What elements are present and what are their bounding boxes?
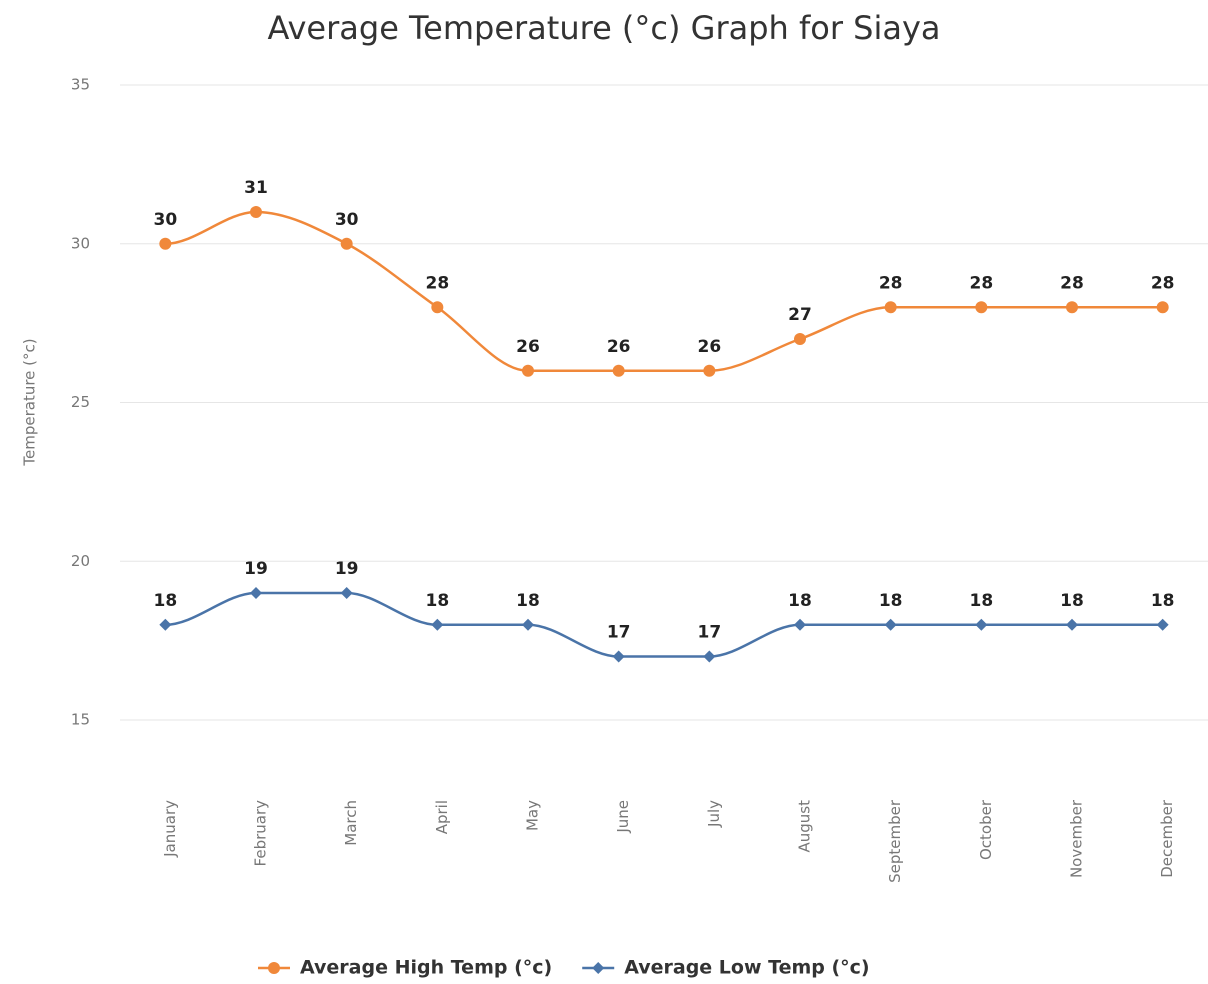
marker bbox=[1066, 618, 1078, 631]
x-tick-label: February bbox=[252, 800, 270, 867]
data-label: 18 bbox=[516, 591, 540, 611]
marker bbox=[340, 587, 353, 599]
marker bbox=[612, 650, 625, 663]
legend-label: Average High Temp (°c) bbox=[300, 957, 552, 979]
data-label: 19 bbox=[244, 559, 268, 579]
x-tick-label: January bbox=[161, 800, 179, 858]
data-label: 17 bbox=[607, 623, 631, 643]
data-label: 26 bbox=[697, 337, 721, 357]
marker bbox=[975, 618, 988, 631]
marker bbox=[250, 206, 262, 218]
data-label: 30 bbox=[335, 210, 359, 230]
data-label: 18 bbox=[788, 591, 812, 611]
marker bbox=[1156, 301, 1169, 314]
x-tick-label: July bbox=[705, 800, 723, 828]
data-label: 18 bbox=[879, 591, 903, 611]
data-label: 27 bbox=[788, 305, 812, 325]
data-label: 28 bbox=[1060, 273, 1084, 293]
marker bbox=[884, 618, 897, 631]
data-label: 26 bbox=[607, 337, 631, 357]
x-tick-label: September bbox=[886, 799, 904, 883]
series-line bbox=[165, 210, 1163, 373]
x-tick-label: May bbox=[524, 800, 542, 831]
x-tick-label: December bbox=[1158, 799, 1176, 878]
y-axis-title: Temperature (°c) bbox=[21, 338, 39, 466]
marker bbox=[250, 587, 262, 599]
data-label: 18 bbox=[1060, 591, 1084, 611]
x-tick-label: November bbox=[1068, 799, 1086, 878]
data-label: 28 bbox=[1151, 273, 1175, 293]
data-label: 26 bbox=[516, 337, 540, 357]
data-label: 30 bbox=[153, 210, 177, 230]
legend-marker bbox=[268, 962, 280, 974]
marker bbox=[884, 301, 897, 314]
marker bbox=[159, 618, 172, 631]
legend-label: Average Low Temp (°c) bbox=[624, 957, 869, 979]
data-label: 31 bbox=[244, 178, 268, 198]
marker bbox=[1156, 618, 1169, 631]
x-tick-label: October bbox=[977, 799, 995, 860]
marker bbox=[522, 618, 534, 631]
y-tick-label: 15 bbox=[71, 711, 90, 729]
marker bbox=[340, 237, 353, 250]
marker bbox=[612, 364, 625, 377]
data-label: 18 bbox=[153, 591, 177, 611]
data-label: 19 bbox=[335, 559, 359, 579]
y-tick-label: 35 bbox=[71, 76, 90, 94]
legend-marker bbox=[592, 962, 605, 974]
marker bbox=[431, 618, 444, 631]
marker bbox=[522, 364, 534, 377]
chart-title: Average Temperature (°c) Graph for Siaya bbox=[267, 9, 940, 47]
data-label: 28 bbox=[969, 273, 993, 293]
data-label: 17 bbox=[697, 623, 721, 643]
data-label: 18 bbox=[425, 591, 449, 611]
marker bbox=[703, 364, 716, 377]
marker bbox=[703, 650, 716, 663]
marker bbox=[159, 237, 172, 250]
x-tick-label: June bbox=[614, 800, 632, 834]
y-tick-label: 25 bbox=[71, 393, 90, 411]
data-label: 18 bbox=[1151, 591, 1175, 611]
marker bbox=[1066, 301, 1078, 314]
data-label: 28 bbox=[879, 273, 903, 293]
marker bbox=[794, 333, 806, 345]
x-tick-label: April bbox=[433, 800, 451, 834]
marker bbox=[794, 618, 806, 631]
data-label: 28 bbox=[425, 273, 449, 293]
marker bbox=[431, 301, 444, 314]
x-tick-label: August bbox=[796, 800, 814, 853]
series-line bbox=[165, 591, 1163, 658]
data-label: 18 bbox=[969, 591, 993, 611]
x-tick-label: March bbox=[342, 800, 360, 846]
marker bbox=[975, 301, 988, 314]
y-tick-label: 20 bbox=[71, 552, 90, 570]
y-tick-label: 30 bbox=[71, 234, 90, 252]
